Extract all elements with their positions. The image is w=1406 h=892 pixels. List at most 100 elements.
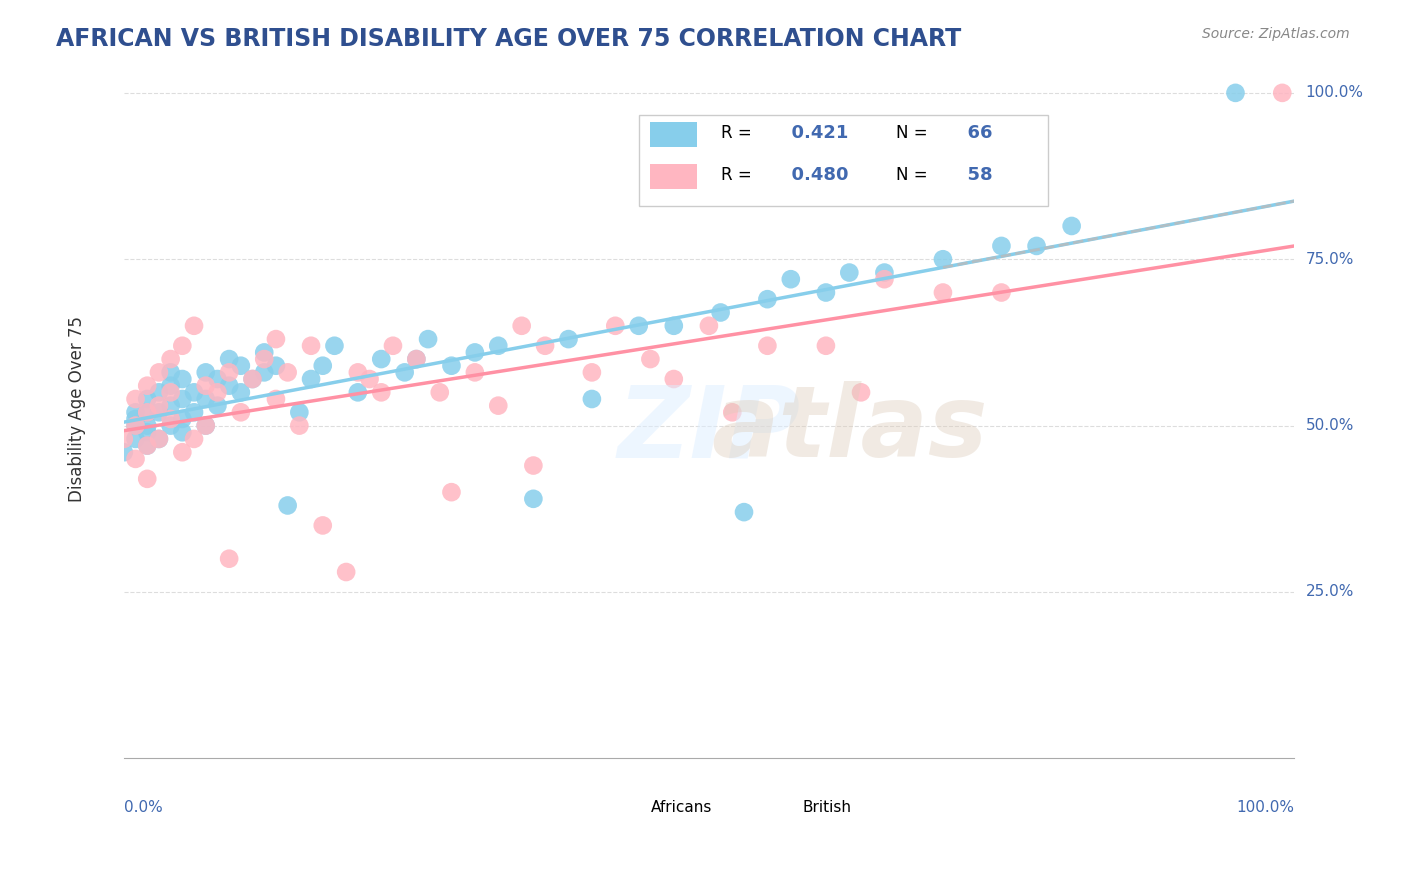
Point (148, 432, 170, 446)
Point (124, 418, 146, 433)
Point (605, 318, 627, 333)
Point (194, 418, 217, 433)
Point (194, 378, 217, 392)
Point (838, 266, 860, 280)
Point (172, 372, 194, 386)
Point (183, 432, 205, 446)
Point (429, 385, 451, 400)
Point (218, 551, 240, 566)
Text: Disability Age Over 75: Disability Age Over 75 (67, 316, 86, 502)
Point (510, 318, 533, 333)
Point (312, 518, 335, 533)
Point (405, 352, 427, 367)
Point (264, 359, 287, 373)
Point (990, 239, 1012, 253)
Point (148, 405, 170, 419)
Point (229, 385, 252, 400)
Point (299, 339, 322, 353)
FancyBboxPatch shape (762, 793, 797, 822)
Point (218, 365, 240, 379)
Point (253, 365, 276, 379)
Point (323, 339, 346, 353)
Point (136, 439, 159, 453)
Point (394, 365, 416, 379)
Point (218, 378, 240, 392)
Point (172, 392, 194, 406)
Point (136, 472, 159, 486)
Point (136, 392, 159, 406)
Point (721, 405, 744, 419)
Point (440, 359, 463, 373)
Point (172, 339, 194, 353)
Point (416, 332, 439, 346)
Point (814, 285, 837, 300)
Point (207, 372, 229, 386)
Point (779, 272, 801, 286)
Point (662, 318, 685, 333)
Text: 50.0%: 50.0% (1306, 418, 1354, 434)
Point (370, 385, 392, 400)
Text: 0.421: 0.421 (779, 124, 848, 142)
Point (229, 405, 252, 419)
Point (370, 352, 392, 367)
Point (159, 352, 181, 367)
Text: 75.0%: 75.0% (1306, 252, 1354, 267)
Point (312, 359, 335, 373)
Point (148, 399, 170, 413)
Point (183, 318, 205, 333)
Text: 100.0%: 100.0% (1306, 86, 1364, 101)
Point (136, 418, 159, 433)
Point (159, 385, 181, 400)
Point (253, 345, 276, 359)
Text: 0.0%: 0.0% (124, 800, 163, 815)
Point (124, 412, 146, 426)
Point (159, 399, 181, 413)
Point (522, 458, 544, 473)
Point (1271, 86, 1294, 100)
Point (662, 372, 685, 386)
Point (148, 365, 170, 379)
Point (277, 499, 299, 513)
Point (581, 392, 603, 406)
Point (640, 352, 662, 367)
Point (697, 318, 720, 333)
Point (347, 385, 370, 400)
Point (194, 418, 217, 433)
Point (264, 332, 287, 346)
Point (124, 418, 146, 433)
Point (136, 378, 159, 392)
Point (464, 345, 486, 359)
Text: 0.480: 0.480 (779, 166, 849, 184)
Point (932, 252, 955, 267)
Point (183, 385, 205, 400)
Point (159, 418, 181, 433)
Point (124, 405, 146, 419)
Point (194, 365, 217, 379)
Point (288, 405, 311, 419)
Point (756, 292, 779, 306)
Point (710, 305, 733, 319)
Point (159, 365, 181, 379)
Point (159, 412, 181, 426)
Point (381, 339, 404, 353)
Point (627, 318, 650, 333)
Point (148, 385, 170, 400)
Point (172, 412, 194, 426)
FancyBboxPatch shape (651, 164, 697, 189)
Point (136, 425, 159, 440)
Point (112, 445, 135, 459)
Text: AFRICAN VS BRITISH DISABILITY AGE OVER 75 CORRELATION CHART: AFRICAN VS BRITISH DISABILITY AGE OVER 7… (56, 27, 962, 51)
Point (253, 352, 276, 367)
Point (229, 359, 252, 373)
Point (534, 339, 557, 353)
Point (486, 339, 509, 353)
Point (359, 372, 381, 386)
Point (873, 272, 896, 286)
Text: British: British (803, 800, 852, 814)
Point (124, 451, 146, 466)
FancyBboxPatch shape (638, 115, 1049, 206)
Point (849, 385, 872, 400)
Text: N =: N = (896, 124, 928, 142)
Point (522, 491, 544, 506)
Point (172, 445, 194, 459)
